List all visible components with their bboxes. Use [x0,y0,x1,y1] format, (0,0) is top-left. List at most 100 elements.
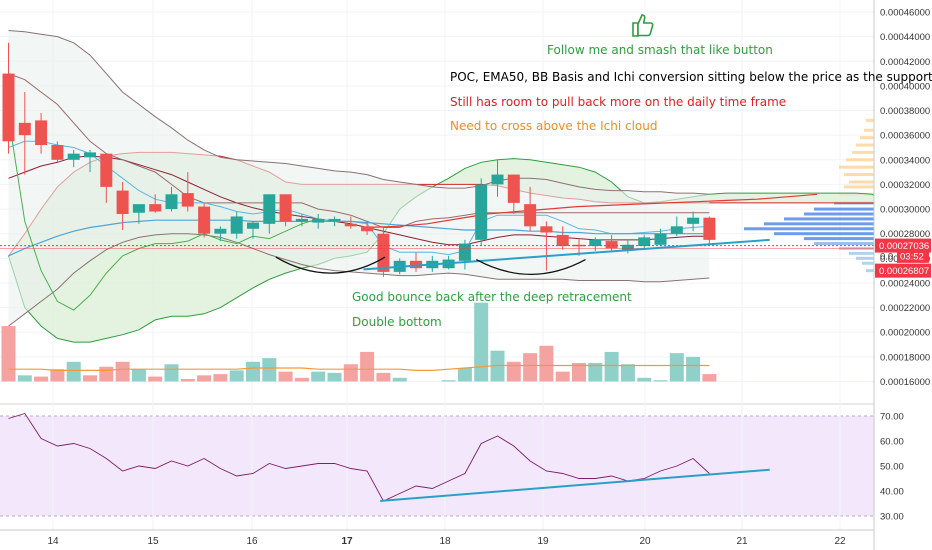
volume-bar [34,376,49,382]
candle-body [247,222,259,229]
candles [2,42,716,277]
volume-bar [604,351,619,382]
candle-body [295,218,308,222]
candle-body [84,152,96,158]
volume-bar [229,370,244,382]
volume-bar [180,379,195,382]
annotation-double-bottom: Double bottom [352,315,442,329]
volume-bar [131,369,146,382]
price-tick-label: 0.00040000 [880,81,930,92]
volume-bar [50,369,65,382]
volume-bar [360,351,375,382]
volume-bar [115,361,130,382]
profile-bar [849,251,874,255]
rsi-tick-label: 60.00 [880,437,904,448]
bb-upper-line [8,30,710,195]
rsi-trendline [380,468,770,502]
volume-bar [572,363,586,382]
price-tick-label: 0.00042000 [880,57,930,68]
volume-bar [311,371,326,382]
candle-body [18,122,31,136]
price-tick-label: 0.00020000 [880,328,930,339]
rsi-band [0,416,874,516]
candle-body [132,204,145,213]
rsi-tick-label: 30.00 [880,512,904,523]
lagging-span-line [8,116,319,311]
volume-bar [278,371,293,382]
candle-body [312,218,325,223]
rsi-line [8,412,710,502]
volume-bar [457,367,472,382]
candle-body [149,204,162,212]
volume-bar [17,375,32,382]
profile-bar [839,165,874,169]
price-tick-label: 0.00036000 [880,131,930,142]
price-badge [875,263,931,278]
candle-body [361,226,374,232]
poc-line [367,193,818,229]
volume-bar [213,374,228,382]
indicator-lines [8,73,818,311]
rsi-tick-label: 40.00 [880,487,904,498]
candle-body [116,190,129,214]
annotation-poc: POC, EMA50, BB Basis and Ichi conversion… [450,70,932,84]
support-trendline [363,238,770,271]
candle-body [410,260,422,269]
candle-body [344,223,357,227]
price-tick-label: 0.00016000 [880,377,930,388]
profile-bar [856,256,874,260]
profile-bar [784,217,874,221]
rsi-tick-label: 50.00 [880,462,904,473]
profile-bar [844,173,874,177]
candle-body [458,243,471,261]
volume-bar [490,350,505,382]
volume-bar [343,364,358,382]
price-tick-label: 0.00028000 [880,229,930,240]
date-tick-label: 20 [639,536,651,547]
volume-bar [83,375,97,382]
volume-bar [441,380,456,382]
candle-body [51,145,64,160]
volume-bar [327,372,342,382]
price-tick-label: 0.00030000 [880,205,930,216]
candle-body [654,233,667,245]
partial-tick-label: 0.0 [880,251,893,262]
volume-bar [164,364,179,382]
profile-bar [866,118,874,122]
annotation-bounce: Good bounce back after the deep retracem… [352,290,632,304]
profile-bar [804,237,874,241]
price-tick-label: 0.00024000 [880,278,930,289]
candle-body [263,194,276,224]
profile-bar [846,158,874,162]
price-tick-label: 0.00044000 [880,32,930,43]
date-tick-label: 18 [439,536,451,547]
profile-bar [856,143,874,147]
thumbs-up-icon [632,14,654,37]
bb-lower-line [8,233,710,327]
candle-body [524,204,537,227]
date-tick-label: 17 [341,536,353,547]
candle-body [687,217,700,224]
drawings [0,238,874,275]
volume-bar [588,363,603,382]
candle-body [100,153,113,187]
bb-fill [8,30,710,327]
candle-body [377,233,390,272]
date-tick-label: 15 [147,536,159,547]
rsi-tick-label: 70.00 [880,412,904,423]
volume-bar [620,364,635,382]
date-tick-label: 14 [47,536,59,547]
profile-bar [774,232,874,236]
candle-body [181,193,194,207]
volume-bar [148,376,163,382]
volume-bar [376,372,391,382]
annotation-follow: Follow me and smash that like button [547,43,773,57]
annotation-pullback: Still has room to pull back more on the … [450,95,787,109]
price-tick-label: 0.00018000 [880,352,930,363]
candle-body [621,244,634,250]
profile-bar [744,227,874,231]
candle-body [491,174,504,185]
price-tick-label: 0.00046000 [880,8,930,19]
